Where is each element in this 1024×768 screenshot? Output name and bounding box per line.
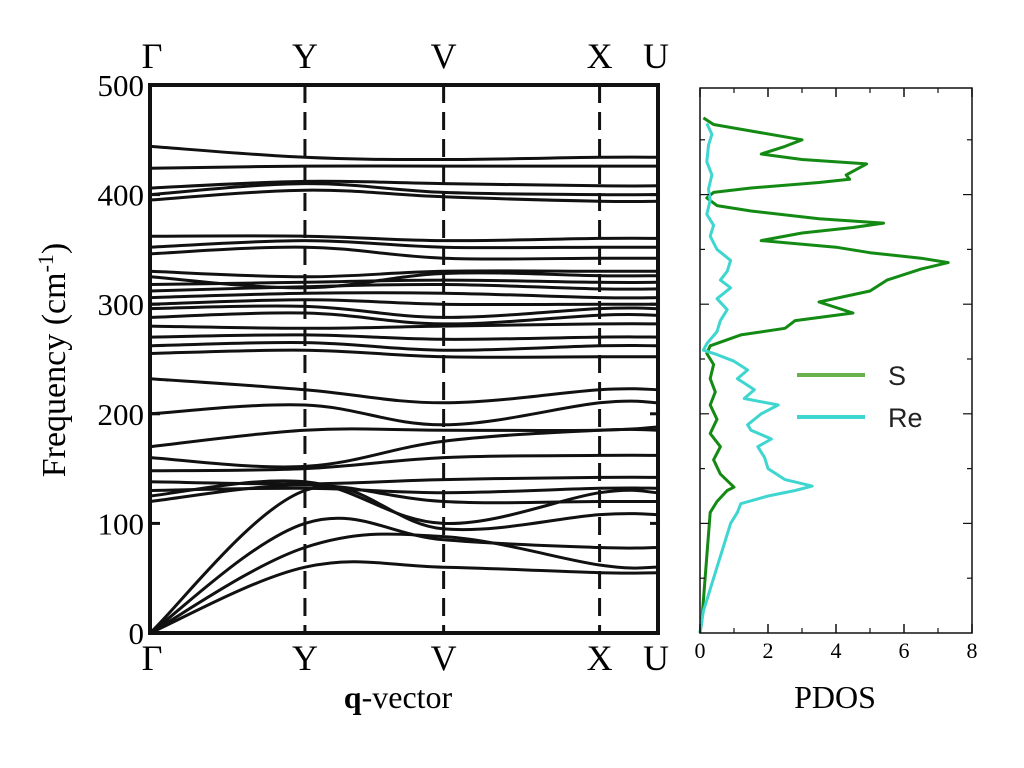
band-lines — [148, 144, 659, 635]
band-line — [149, 322, 659, 330]
pdos-x-tick-label: 6 — [899, 638, 910, 663]
pdos-x-tick-labels: 0 2 4 6 8 — [695, 638, 978, 663]
band-line — [149, 188, 659, 204]
band-x-axis-label-rest: -vector — [362, 679, 453, 715]
legend-label-s: S — [888, 361, 906, 391]
band-y-axis-label-main: Frequency (cm — [36, 272, 73, 477]
band-y-tick-label: 300 — [98, 287, 145, 322]
band-line — [149, 475, 659, 486]
band-line — [149, 245, 658, 261]
pdos-plot-frame — [699, 87, 973, 634]
band-y-ticks: 0 100 200 300 400 500 — [98, 68, 658, 651]
band-line — [149, 291, 659, 300]
band-line — [148, 485, 659, 635]
pdos-ticks — [699, 88, 973, 633]
band-line — [149, 453, 659, 473]
band-line — [149, 560, 659, 635]
band-line — [149, 269, 658, 279]
pdos-x-tick-label: 4 — [831, 638, 842, 663]
band-line — [149, 399, 659, 427]
band-y-axis-label-close: ) — [36, 243, 73, 254]
band-plot-frame — [148, 83, 660, 635]
kpoint-bottom-label: V — [431, 638, 457, 678]
band-kpoint-dividers — [303, 85, 602, 633]
legend-label-re: Re — [888, 403, 923, 433]
band-line — [149, 377, 659, 405]
band-x-axis-label: q-vector — [344, 679, 453, 715]
band-line — [149, 348, 658, 359]
band-y-tick-label: 500 — [98, 68, 145, 103]
kpoint-top-label: V — [431, 36, 457, 76]
band-line — [149, 425, 659, 449]
pdos-panel: 0 2 4 6 8 S Re PDOS — [695, 87, 978, 715]
kpoint-bottom-label: X — [587, 638, 613, 678]
pdos-x-tick-label: 8 — [967, 638, 978, 663]
band-line — [149, 239, 658, 250]
band-line — [149, 234, 659, 243]
pdos-x-tick-label: 2 — [763, 638, 774, 663]
band-line — [149, 182, 659, 197]
kpoint-top-label: X — [587, 36, 613, 76]
band-line — [149, 333, 659, 341]
band-line — [149, 144, 659, 162]
band-line — [149, 298, 658, 307]
band-line — [149, 179, 659, 190]
kpoint-top-label: Y — [292, 36, 318, 76]
band-line — [149, 532, 659, 635]
band-line — [149, 278, 659, 286]
kpoint-top-label: U — [643, 36, 669, 76]
band-line — [149, 271, 659, 290]
band-y-tick-label: 0 — [129, 616, 145, 651]
kpoint-bottom-label: U — [643, 638, 669, 678]
kpoint-bottom-label: Γ — [142, 638, 163, 678]
kpoint-bottom-label: Y — [292, 638, 318, 678]
band-line — [149, 340, 659, 352]
band-y-tick-label: 200 — [98, 397, 145, 432]
band-y-axis-label: Frequency (cm-1) — [33, 243, 74, 478]
band-y-axis-label-sup: -1 — [33, 254, 58, 272]
pdos-x-axis-label: PDOS — [794, 679, 876, 715]
pdos-series-s — [698, 116, 950, 634]
band-y-tick-label: 100 — [98, 506, 145, 541]
pdos-lines — [698, 116, 950, 634]
band-line — [149, 311, 659, 326]
kpoint-top-label: Γ — [142, 36, 163, 76]
band-line — [149, 164, 658, 170]
band-line — [149, 516, 659, 635]
band-x-axis-label-bold: q — [344, 679, 362, 715]
band-line — [149, 486, 659, 495]
band-line — [149, 304, 659, 319]
pdos-legend: S Re — [797, 361, 923, 433]
band-y-tick-label: 400 — [98, 178, 145, 213]
band-line — [149, 282, 659, 293]
pdos-series-re — [698, 122, 814, 634]
pdos-x-tick-label: 0 — [695, 638, 706, 663]
